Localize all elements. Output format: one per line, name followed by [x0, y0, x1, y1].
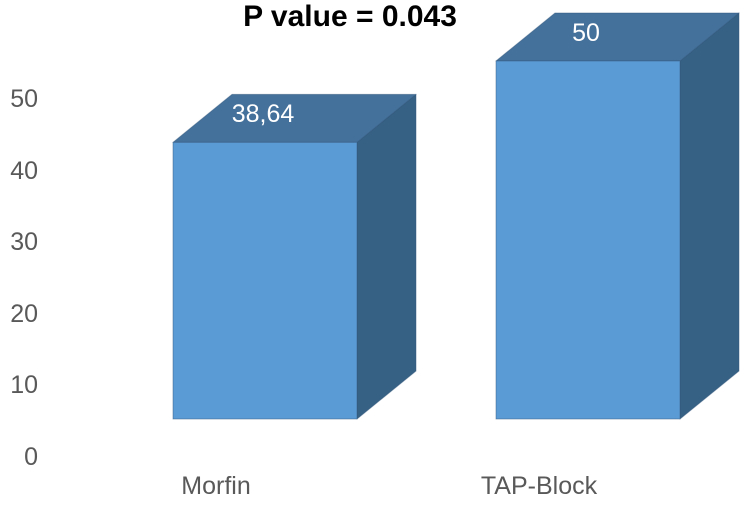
- bar-tap-block: [495, 12, 740, 420]
- bar-morfin: [172, 93, 417, 420]
- bar-side-face: [356, 93, 417, 420]
- bar-side-face: [679, 12, 740, 420]
- chart-title: P value = 0.043: [243, 0, 457, 33]
- bar-front-face: [172, 141, 358, 420]
- bar-front-face: [495, 60, 681, 420]
